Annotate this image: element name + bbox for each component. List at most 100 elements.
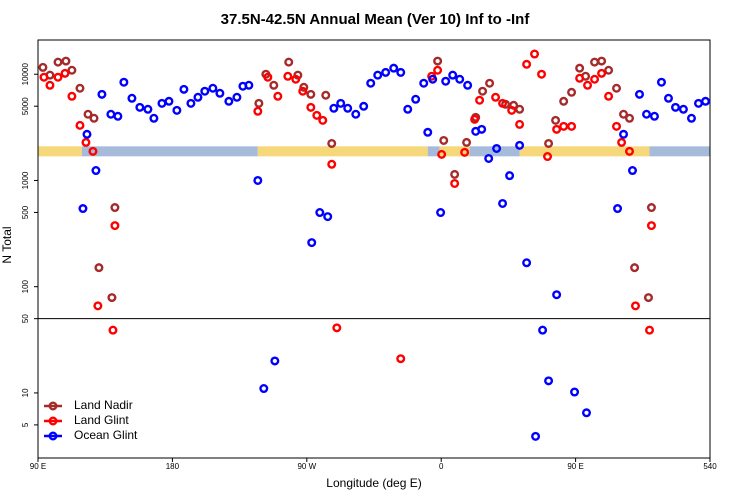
y-axis-label: N Total [0,226,14,263]
point [359,101,369,111]
point [172,105,182,115]
point [630,301,640,311]
point [149,113,159,123]
point [89,113,99,123]
point [694,98,704,108]
point [366,78,376,88]
point [39,72,49,82]
point [625,113,635,123]
y-tick-label: 100 [21,279,30,293]
point [215,88,225,98]
point [283,71,293,81]
point [270,356,280,366]
point [433,56,443,66]
point [327,159,337,169]
point [617,137,627,147]
point [460,147,470,157]
series [78,63,711,441]
point [507,105,517,115]
y-tick-label: 500 [21,205,30,219]
x-tick-label: 90 E [567,462,583,471]
point [582,408,592,418]
point [411,94,421,104]
point [645,325,655,335]
point [450,178,460,188]
point [323,212,333,222]
point [259,384,269,394]
point [119,77,129,87]
point [448,70,458,80]
point [306,102,316,112]
point [498,198,508,208]
y-tick-label: 50 [21,314,30,323]
point [179,84,189,94]
point [543,152,553,162]
point [254,98,264,108]
point [537,69,547,79]
point [53,57,63,67]
point [583,80,593,90]
point [597,68,607,78]
x-tick-label: 90 W [297,462,316,471]
point [498,98,508,108]
point [61,56,71,66]
point [200,86,210,96]
point [97,89,107,99]
point [60,68,70,78]
point [678,104,688,114]
point [284,57,294,67]
x-tick-label: 180 [166,462,180,471]
point [291,74,301,84]
point [157,98,167,108]
point [67,91,77,101]
point [530,49,540,59]
point [477,124,487,134]
point [315,208,325,218]
point [106,109,116,119]
surface-band-segment [649,146,710,157]
point [224,96,234,106]
point [423,127,433,137]
point [505,171,515,181]
point [232,92,242,102]
point [646,203,656,213]
point [522,258,532,268]
point [108,325,118,335]
point [78,204,88,214]
point [107,293,117,303]
point [327,138,337,148]
point [455,74,465,84]
point [75,83,85,93]
point [646,221,656,231]
point [635,89,645,99]
point [671,102,681,112]
point [53,72,63,82]
point [492,143,502,153]
y-tick-label: 5000 [21,97,30,115]
point [649,111,659,121]
point [575,63,585,73]
surface-band-segment [427,146,440,157]
point [306,89,316,99]
point [110,203,120,213]
point [515,119,525,129]
point [544,138,554,148]
point [428,74,438,84]
point [193,92,203,102]
point [642,109,652,119]
point [463,80,473,90]
point [419,78,429,88]
legend-marker [48,431,58,441]
point [515,104,525,114]
legend-marker [48,416,58,426]
point [67,65,77,75]
point [450,169,460,179]
point [164,96,174,106]
point [263,72,273,82]
x-axis-label: Longitude (deg E) [326,476,421,490]
point [551,115,561,125]
point [531,431,541,441]
point [253,106,263,116]
point [307,238,317,248]
point [686,113,696,123]
